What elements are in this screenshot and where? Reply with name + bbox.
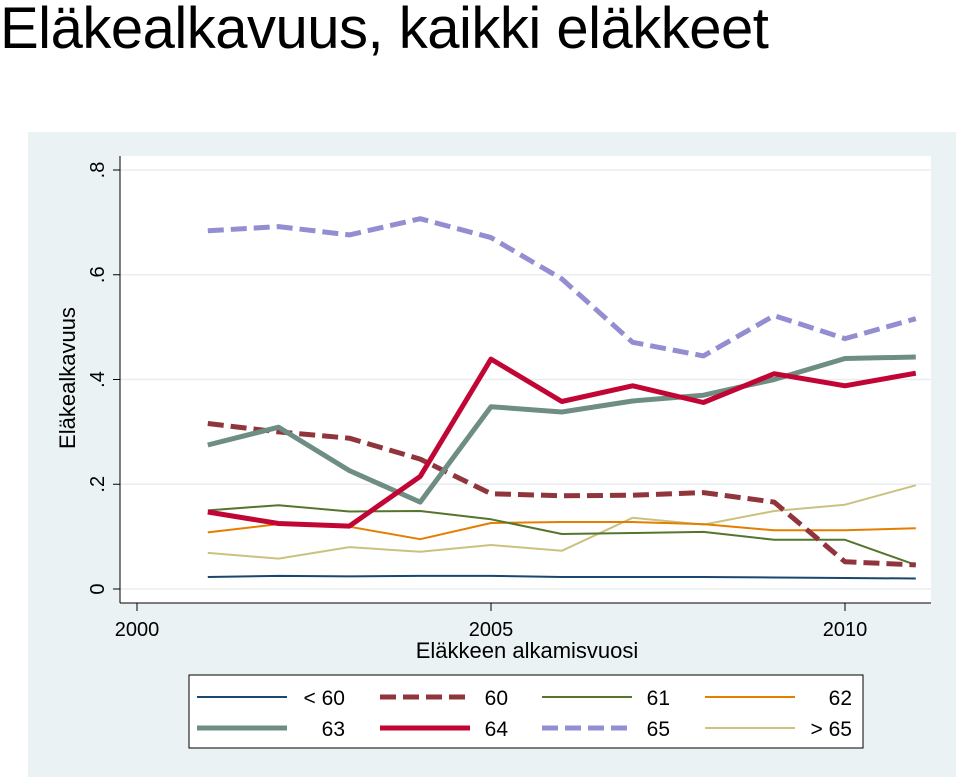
x-tick-label: 2000 — [115, 619, 160, 641]
series-line-60 — [207, 421, 916, 568]
legend-label: 61 — [647, 687, 670, 710]
y-tick-label: .8 — [87, 162, 109, 179]
y-ticks: 0 .2 .4 .6 .8 — [87, 162, 120, 595]
series-lines — [207, 216, 917, 580]
x-axis-title: Eläkkeen alkamisvuosi — [416, 638, 639, 663]
legend-label: 65 — [647, 718, 670, 741]
x-tick-label: 2005 — [469, 619, 514, 641]
series-line-60-under — [207, 574, 916, 580]
slide-title: Eläkealkavuus, kaikki eläkkeet — [0, 0, 769, 61]
legend-label: 63 — [322, 718, 345, 741]
y-tick-label: 0 — [87, 583, 109, 594]
y-tick-label: .6 — [87, 266, 109, 283]
y-tick-label: .2 — [87, 476, 109, 493]
x-tick-label: 2010 — [823, 619, 868, 641]
series-line-63 — [207, 354, 916, 505]
legend: < 60 60 61 62 63 64 65 > 65 — [197, 687, 852, 741]
legend-box — [188, 674, 864, 749]
legend-label: 64 — [485, 718, 509, 741]
x-ticks: 2000 2005 2010 — [115, 603, 868, 641]
legend-label: 60 — [485, 687, 508, 710]
series-line-65 — [207, 216, 917, 359]
legend-label: > 65 — [811, 718, 852, 741]
series-line-65-over — [207, 484, 917, 560]
legend-label: 62 — [829, 687, 852, 710]
series-line-61 — [207, 504, 917, 566]
legend-label: < 60 — [304, 687, 345, 710]
series-line-64 — [207, 356, 917, 529]
y-tick-label: .4 — [87, 371, 109, 388]
y-axis-title: Eläkealkavuus — [55, 307, 80, 449]
